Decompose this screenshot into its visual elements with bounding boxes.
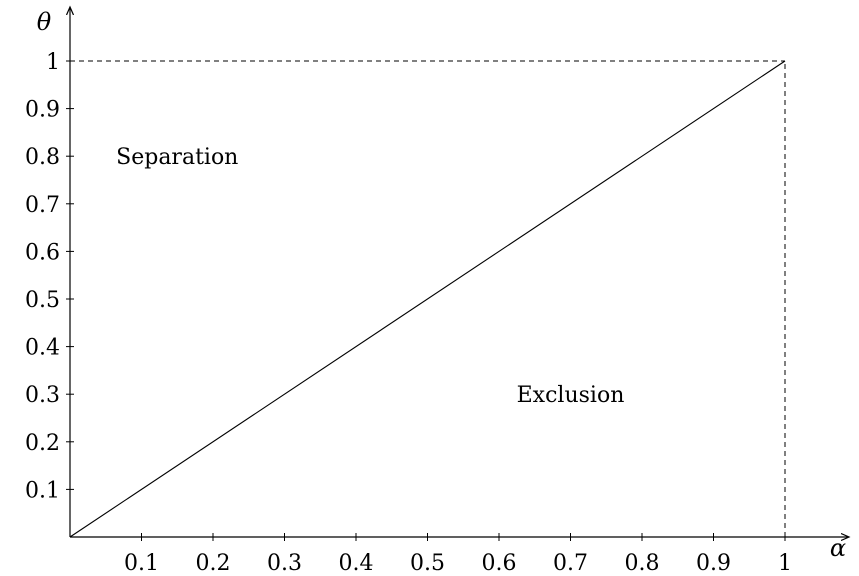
x-axis-label: α [830,534,846,562]
y-tick-label: 0.3 [25,383,60,408]
y-tick-label: 0.8 [25,145,60,170]
x-tick-label: 0.3 [267,551,302,576]
x-tick-label: 0.5 [410,551,445,576]
y-axis-label: θ [37,8,52,36]
y-tick-label: 1 [46,50,60,75]
x-tick-label: 0.4 [339,551,374,576]
region-labels: Separation Exclusion [116,145,624,408]
x-axis-ticks: 0.1 0.2 0.3 0.4 0.5 0.6 0.7 0.8 0.9 1 [124,533,792,576]
x-tick-label: 0.1 [124,551,159,576]
y-tick-label: 0.6 [25,240,60,265]
y-tick-label: 0.5 [25,288,60,313]
y-tick-label: 0.7 [25,193,60,218]
y-tick-label: 0.9 [25,98,60,123]
x-tick-label: 0.7 [553,551,588,576]
x-tick-label: 0.9 [696,551,731,576]
x-tick-label: 0.6 [482,551,517,576]
region-label-exclusion: Exclusion [517,383,625,408]
y-tick-label: 0.2 [25,431,60,456]
series-lines [69,60,786,538]
y-tick-label: 0.4 [25,336,60,361]
x-tick-label: 0.8 [625,551,660,576]
y-axis-ticks: 0.1 0.2 0.3 0.4 0.5 0.6 0.7 0.8 0.9 1 [25,50,74,503]
x-tick-label: 1 [778,551,792,576]
y-tick-label: 0.1 [25,478,60,503]
guide-lines [70,60,786,537]
x-tick-label: 0.2 [196,551,231,576]
region-label-separation: Separation [116,145,238,170]
series-line-0 [69,60,786,538]
